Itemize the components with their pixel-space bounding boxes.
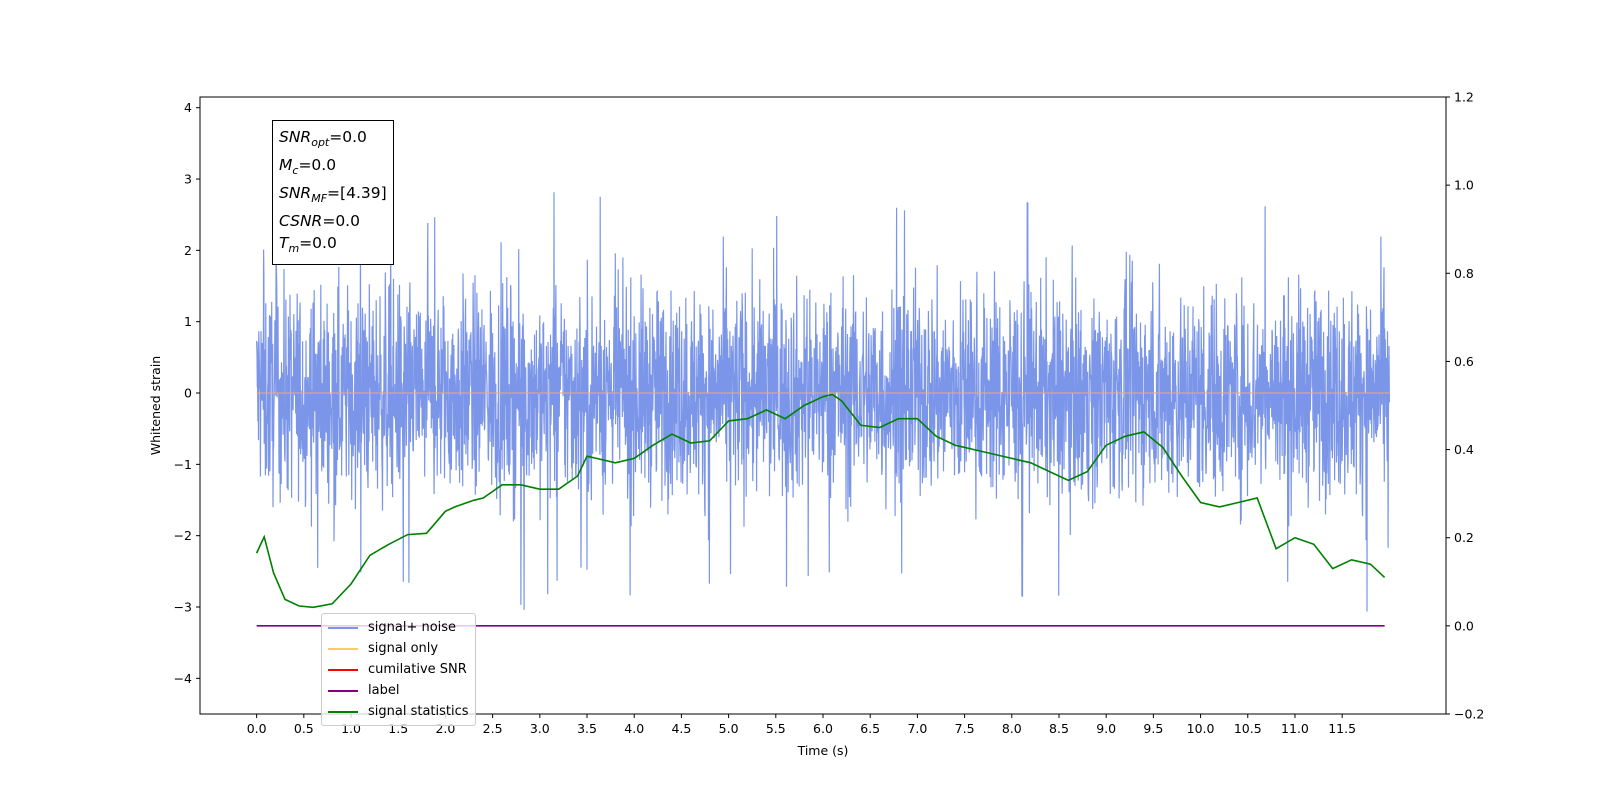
x-tick-label: 8.0 xyxy=(1002,721,1022,736)
y2-tick-label: 0.2 xyxy=(1454,530,1474,545)
x-tick-label: 6.0 xyxy=(813,721,833,736)
x-tick-label: 3.0 xyxy=(530,721,550,736)
legend: signal+ noise signal only cumilative SNR… xyxy=(321,613,476,726)
x-tick-label: 4.5 xyxy=(671,721,691,736)
y2-ticks: 1.2 1.0 0.8 0.6 0.4 0.2 0.0 −0.2 xyxy=(1446,90,1484,722)
y-ticks: 4 3 2 1 0 −1 −2 −3 −4 xyxy=(174,100,200,686)
y-tick-label: 0 xyxy=(184,386,192,401)
legend-swatch-signal-only xyxy=(328,647,358,650)
legend-swatch-signal-noise xyxy=(328,626,358,629)
x-tick-label: 11.0 xyxy=(1281,721,1309,736)
x-tick-label: 4.0 xyxy=(624,721,644,736)
x-tick-label: 8.5 xyxy=(1049,721,1069,736)
y-tick-label: 2 xyxy=(184,243,192,258)
legend-item-signal-noise: signal+ noise xyxy=(328,617,469,638)
legend-swatch-signal-statistics xyxy=(328,710,358,713)
x-axis-label: Time (s) xyxy=(797,743,849,758)
legend-swatch-cumilative-snr xyxy=(328,668,358,671)
x-tick-label: 3.5 xyxy=(577,721,597,736)
snr-mf-text: SNRMF=[4.39] xyxy=(279,184,387,206)
mc-text: Mc=0.0 xyxy=(279,156,337,178)
signal-statistics-line xyxy=(255,393,1386,609)
legend-label: signal only xyxy=(368,641,439,656)
x-tick-label: 11.5 xyxy=(1328,721,1356,736)
legend-label: signal statistics xyxy=(368,704,469,719)
x-tick-label: 10.0 xyxy=(1187,721,1215,736)
legend-swatch-label xyxy=(328,689,358,692)
x-tick-label: 5.5 xyxy=(766,721,786,736)
y-tick-label: −1 xyxy=(174,457,192,472)
x-tick-label: 6.5 xyxy=(860,721,880,736)
y-tick-label: 4 xyxy=(184,100,192,115)
tm-text: Tm=0.0 xyxy=(279,234,337,256)
y-tick-label: 1 xyxy=(184,314,192,329)
csnr-text: CSNR=0.0 xyxy=(279,212,360,231)
x-tick-label: 7.0 xyxy=(907,721,927,736)
y-tick-label: −4 xyxy=(174,671,192,686)
x-tick-label: 9.0 xyxy=(1096,721,1116,736)
y2-tick-label: 0.6 xyxy=(1454,354,1474,369)
x-tick-label: 0.0 xyxy=(247,721,267,736)
y2-tick-label: 1.0 xyxy=(1454,178,1474,193)
y-tick-label: −2 xyxy=(174,528,192,543)
legend-item-cumilative-snr: cumilative SNR xyxy=(328,659,469,680)
legend-label: signal+ noise xyxy=(368,620,457,635)
signal-noise-line xyxy=(256,192,1390,612)
y-axis-label: Whitened strain xyxy=(148,356,163,455)
snr-opt-text: SNRopt=0.0 xyxy=(279,128,367,150)
x-tick-label: 5.0 xyxy=(719,721,739,736)
x-tick-label: 7.5 xyxy=(955,721,975,736)
y2-tick-label: −0.2 xyxy=(1454,707,1484,722)
legend-item-signal-statistics: signal statistics xyxy=(328,701,469,722)
y2-tick-label: 0.4 xyxy=(1454,442,1474,457)
x-tick-label: 9.5 xyxy=(1143,721,1163,736)
noise-series xyxy=(256,192,1390,612)
y2-tick-label: 1.2 xyxy=(1454,90,1474,105)
x-tick-label: 2.5 xyxy=(483,721,503,736)
legend-item-label: label Label only xyxy=(328,680,469,701)
legend-item-signal-only: signal only xyxy=(328,638,469,659)
x-tick-label: 0.5 xyxy=(294,721,314,736)
legend-label: cumilative SNR xyxy=(368,662,467,677)
y-tick-label: −3 xyxy=(174,600,192,615)
stats-annotation-box: SNRopt=0.0 Mc=0.0 SNRMF=[4.39] CSNR=0.0 … xyxy=(272,120,394,266)
y-tick-label: 3 xyxy=(184,172,192,187)
y2-tick-label: 0.0 xyxy=(1454,618,1474,633)
legend-label: label xyxy=(368,683,400,698)
x-tick-label: 10.5 xyxy=(1234,721,1262,736)
y2-tick-label: 0.8 xyxy=(1454,266,1474,281)
